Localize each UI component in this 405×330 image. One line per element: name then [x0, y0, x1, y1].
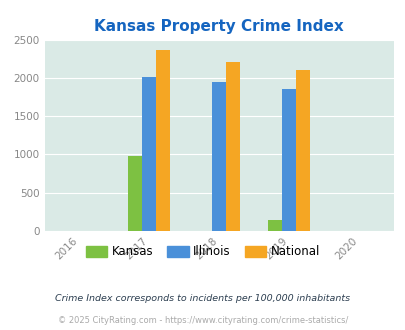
Bar [281, 89, 295, 231]
Bar [226, 62, 240, 231]
Bar [295, 70, 309, 231]
Text: © 2025 CityRating.com - https://www.cityrating.com/crime-statistics/: © 2025 CityRating.com - https://www.city… [58, 315, 347, 325]
Text: Crime Index corresponds to incidents per 100,000 inhabitants: Crime Index corresponds to incidents per… [55, 294, 350, 303]
Title: Kansas Property Crime Index: Kansas Property Crime Index [94, 19, 343, 34]
Bar [267, 219, 281, 231]
Bar [156, 50, 170, 231]
Bar [128, 156, 142, 231]
Legend: Kansas, Illinois, National: Kansas, Illinois, National [81, 241, 324, 263]
Bar [142, 77, 156, 231]
Bar [212, 82, 226, 231]
